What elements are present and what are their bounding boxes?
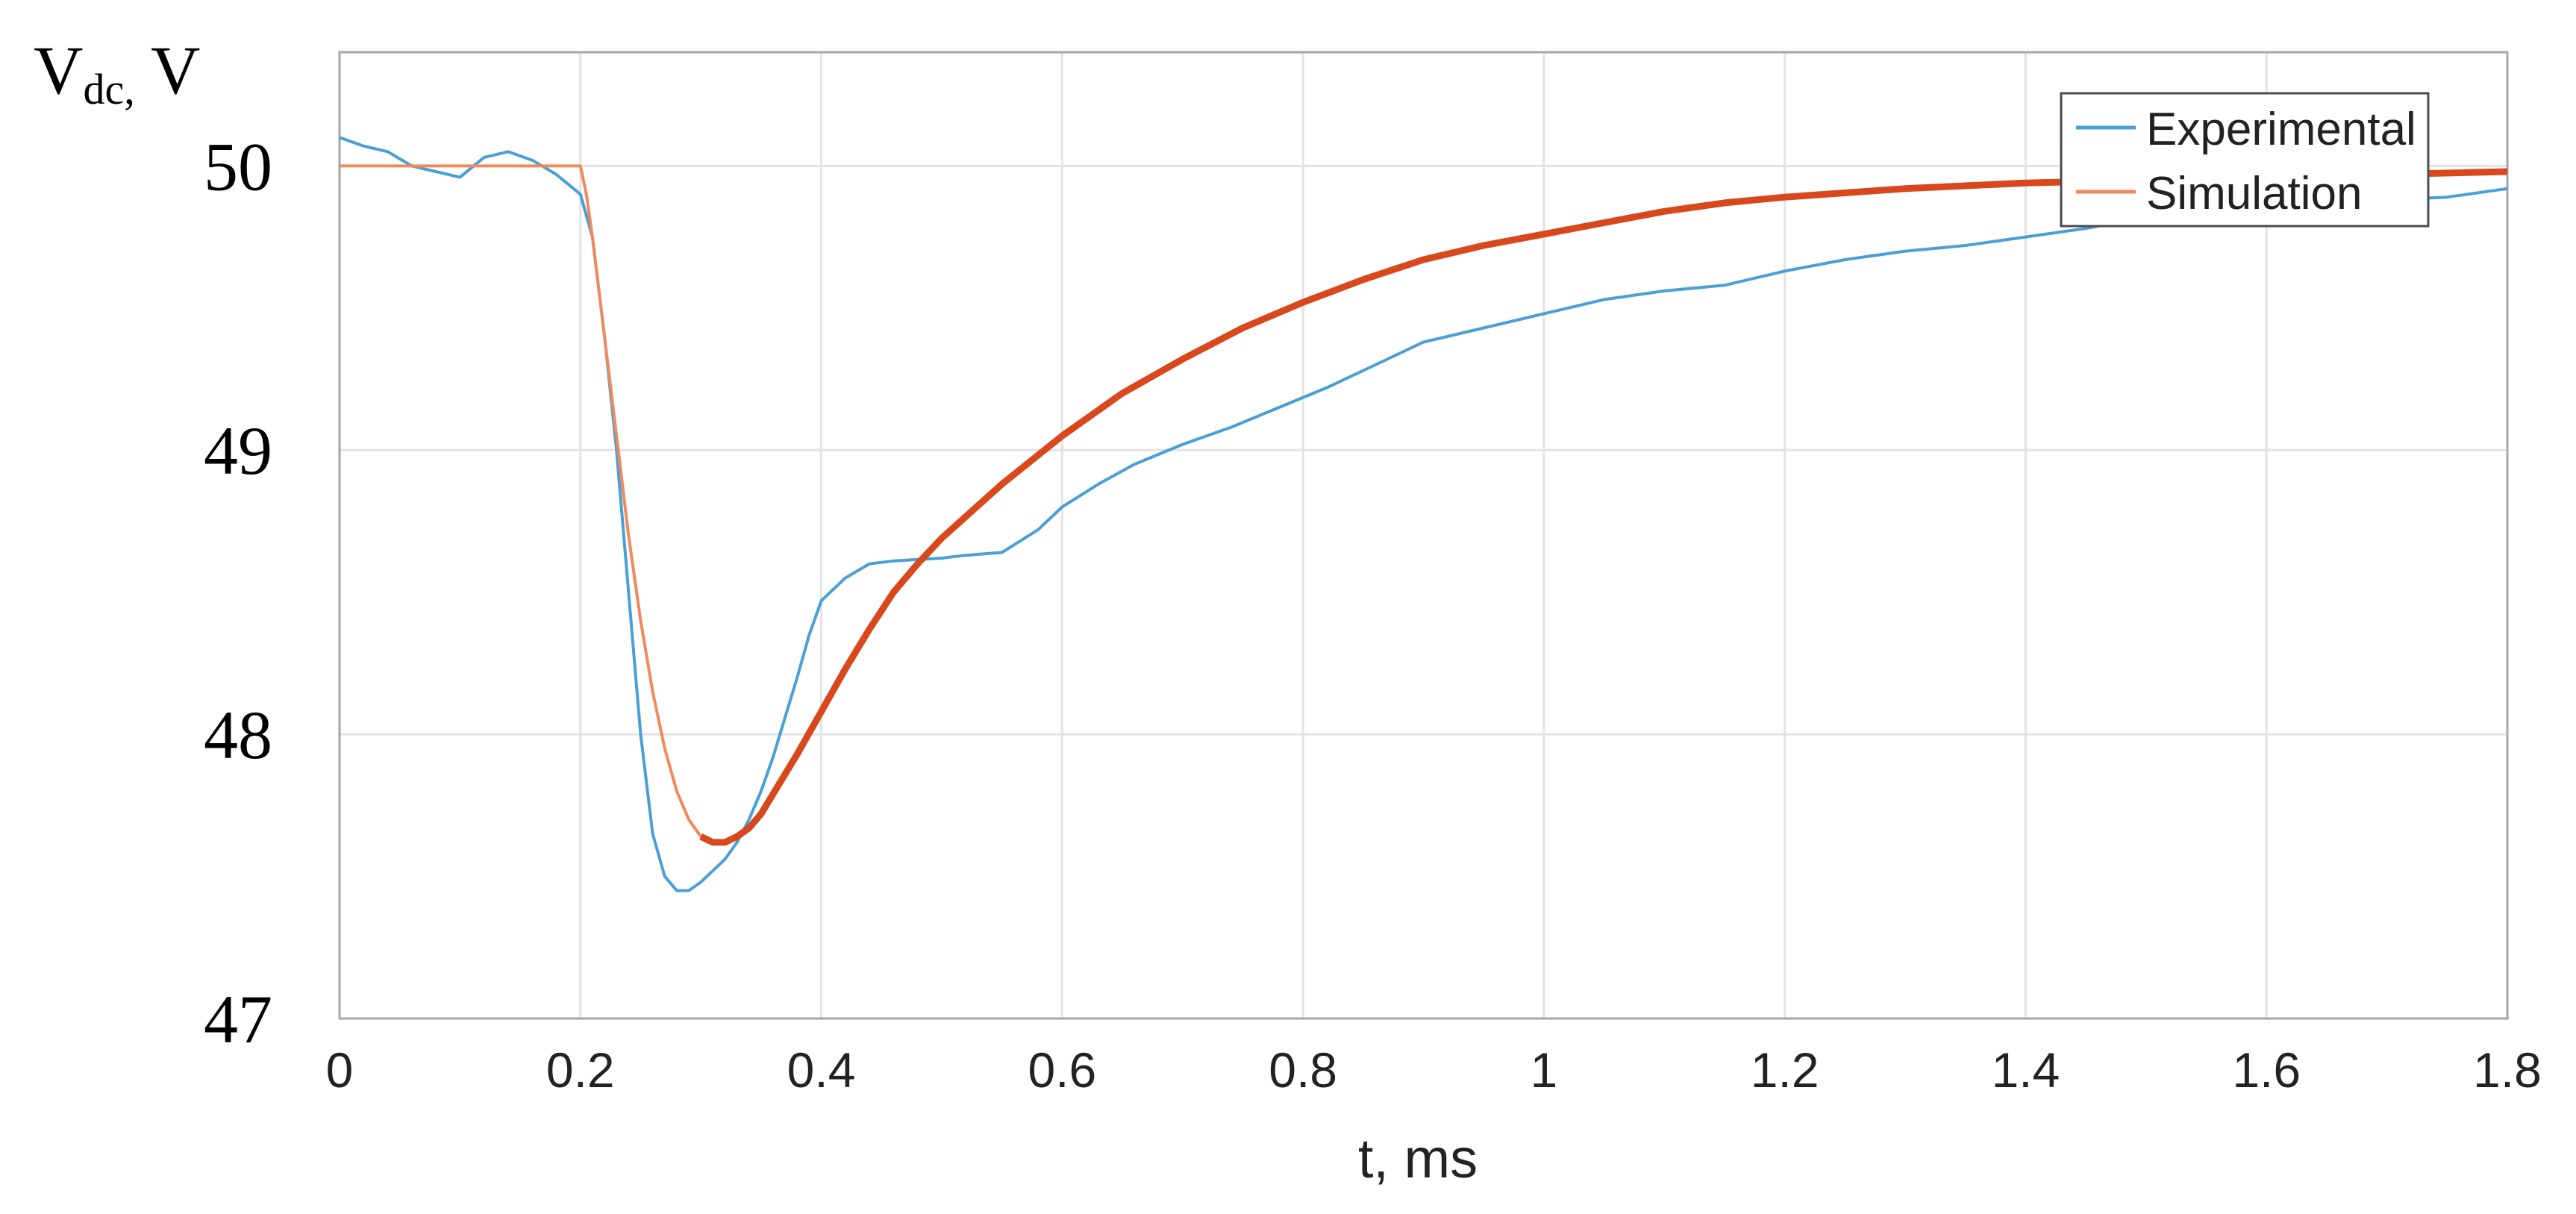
series-line-simulation [340, 164, 702, 838]
series-layer [339, 136, 2508, 892]
legend-label-simulation: Simulation [2146, 168, 2362, 219]
y-tick-label: 49 [204, 413, 272, 489]
x-axis-label: t, ms [1358, 1127, 1478, 1189]
x-tick-label: 0.4 [787, 1042, 856, 1098]
legend-label-experimental: Experimental [2146, 104, 2416, 155]
x-tick-label: 1.6 [2232, 1042, 2301, 1098]
y-axis-label-main: V [34, 32, 83, 108]
legend: Experimental Simulation [2060, 92, 2430, 228]
legend-box [2060, 92, 2430, 228]
plot-area-frame [338, 51, 2509, 1020]
x-tick-label: 0.6 [1028, 1042, 1096, 1098]
x-tick-label: 0 [326, 1042, 354, 1098]
y-tick-label: 50 [204, 128, 272, 204]
x-tick-label: 1.4 [1992, 1042, 2060, 1098]
series-line-experimental [339, 136, 2508, 892]
y-axis-label-unit: V [135, 32, 201, 108]
series-line-simulation-thick [699, 168, 2508, 846]
y-tick-label: 48 [204, 697, 272, 773]
y-tick-label: 47 [204, 981, 272, 1057]
x-tick-label: 1 [1531, 1042, 1558, 1098]
x-tick-label: 0.8 [1269, 1042, 1337, 1098]
x-tick-label: 1.2 [1751, 1042, 1819, 1098]
x-tick-label: 1.8 [2473, 1042, 2542, 1098]
y-axis-label-subscript: dc, [83, 65, 134, 113]
x-tick-label: 0.2 [546, 1042, 615, 1098]
tick-labels: 0 0.2 0.4 0.6 0.8 1 1.2 1.4 1.6 1.8 47 48 49 50 [204, 128, 2542, 1098]
y-axis-label: Vdc, V [34, 32, 200, 113]
